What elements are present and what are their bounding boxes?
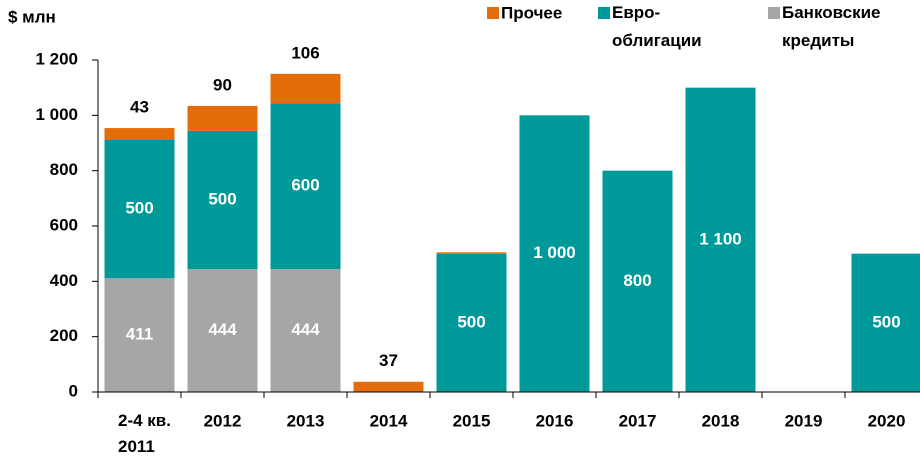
legend-swatch xyxy=(768,7,780,19)
data-label: 500 xyxy=(208,189,236,208)
bar-segment xyxy=(685,87,756,393)
x-tick-label: 2-4 кв. 2011 xyxy=(118,411,171,456)
legend-label: Евро-облигации xyxy=(612,3,702,50)
y-tick-label: 1 000 xyxy=(35,105,78,124)
data-label: 37 xyxy=(379,351,398,370)
y-tick-label: 1 200 xyxy=(35,49,78,68)
data-label: 1 000 xyxy=(533,243,576,262)
bar-segment xyxy=(436,252,507,254)
data-label: 600 xyxy=(291,176,319,195)
x-tick-label: 2020 xyxy=(868,411,906,430)
y-tick-label: 200 xyxy=(50,326,78,345)
bar-segment xyxy=(270,73,341,104)
y-tick-label: 600 xyxy=(50,215,78,234)
bar-segment xyxy=(270,103,341,270)
x-tick-label: 2019 xyxy=(785,411,823,430)
x-tick-label: 2016 xyxy=(536,411,574,430)
y-axis-label: $ млн xyxy=(8,7,56,26)
data-label: 800 xyxy=(623,271,651,290)
y-tick-label: 800 xyxy=(50,160,78,179)
bar-segment xyxy=(104,128,175,140)
bar-segment xyxy=(187,130,258,270)
x-tick-label: 2012 xyxy=(204,411,242,430)
data-label: 500 xyxy=(872,312,900,331)
bar-segment xyxy=(104,278,175,392)
data-label: 90 xyxy=(213,75,232,94)
data-label: 43 xyxy=(130,98,149,117)
bar-segment xyxy=(187,269,258,392)
x-tick-label: 2017 xyxy=(619,411,657,430)
bar-segment xyxy=(270,269,341,392)
x-tick-label: 2013 xyxy=(287,411,325,430)
bar-segment xyxy=(104,139,175,279)
data-label: 411 xyxy=(126,325,153,344)
y-tick-label: 0 xyxy=(69,381,78,400)
bar-segment xyxy=(602,170,673,392)
data-label: 500 xyxy=(125,199,153,218)
legend-label: Банковские кредиты xyxy=(782,3,881,50)
legend-label: Прочее xyxy=(501,3,562,22)
x-tick-label: 2018 xyxy=(702,411,740,430)
data-label: 106 xyxy=(291,43,319,62)
x-tick-label: 2015 xyxy=(453,411,491,430)
bar-segment xyxy=(851,253,920,392)
legend-swatch xyxy=(487,7,499,19)
legend-swatch xyxy=(598,7,610,19)
bar-segment xyxy=(519,115,590,392)
y-tick-label: 400 xyxy=(50,271,78,290)
bar-segment xyxy=(187,105,258,131)
data-label: 444 xyxy=(208,320,237,339)
x-tick-label: 2014 xyxy=(370,411,408,430)
data-label: 444 xyxy=(291,320,320,339)
bar-segment xyxy=(436,253,507,392)
data-label: 1 100 xyxy=(699,229,742,248)
bar-segment xyxy=(353,381,424,392)
data-label: 500 xyxy=(457,312,485,331)
